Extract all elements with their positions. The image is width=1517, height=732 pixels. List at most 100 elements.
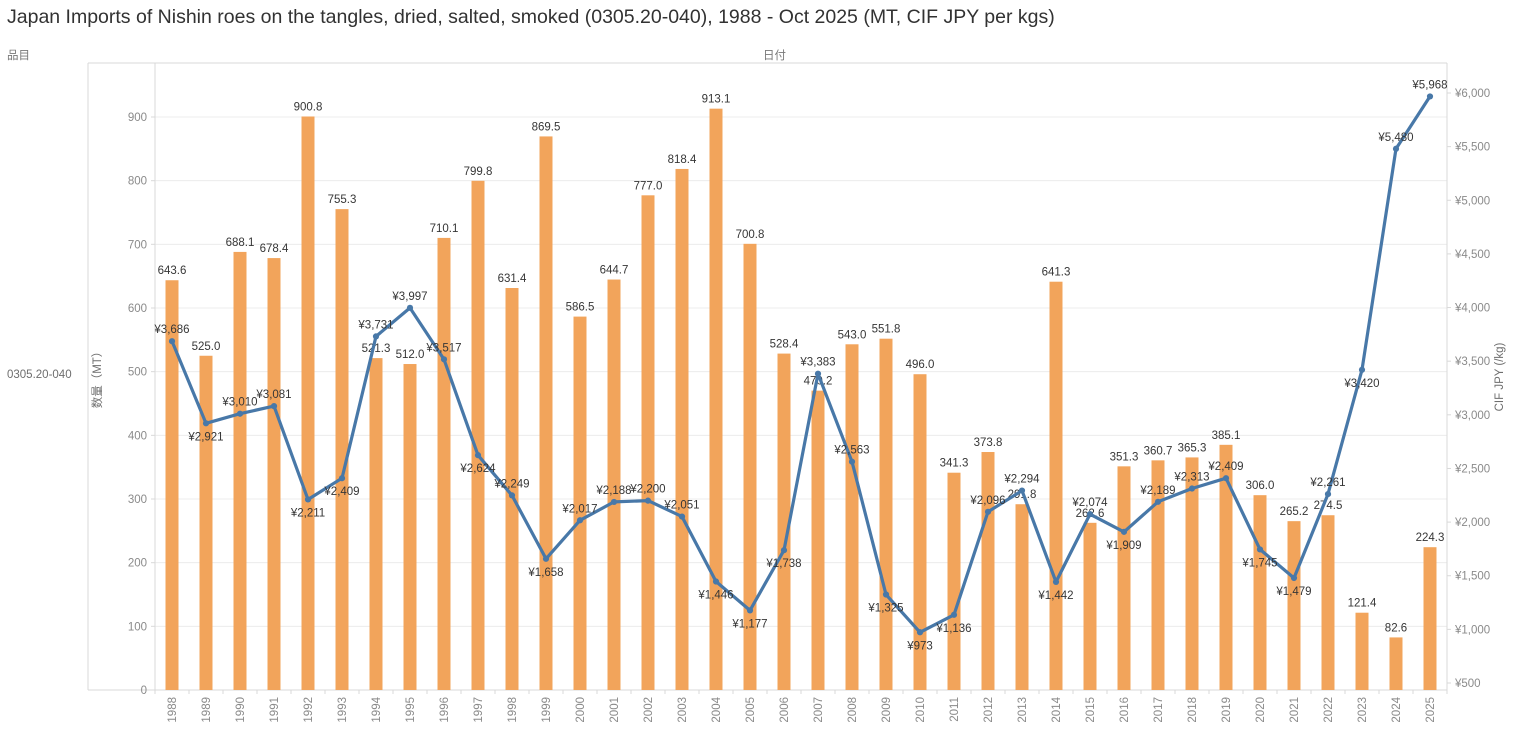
- point-2010[interactable]: [916, 629, 924, 636]
- bar-1996[interactable]: [437, 237, 451, 690]
- point-2018[interactable]: [1188, 485, 1196, 492]
- bar-1993[interactable]: [335, 209, 349, 690]
- bar-label-2010: 496.0: [906, 359, 935, 371]
- bar-2009[interactable]: [879, 338, 893, 690]
- bar-1989[interactable]: [199, 355, 213, 690]
- x-label-1989: 1989: [201, 697, 213, 723]
- bar-2006[interactable]: [777, 353, 791, 690]
- bar-2022[interactable]: [1321, 515, 1335, 690]
- bar-2021[interactable]: [1287, 521, 1301, 690]
- price-label-2000: ¥2,017: [561, 503, 597, 515]
- bar-2000[interactable]: [573, 316, 587, 690]
- bar-1999[interactable]: [539, 136, 553, 690]
- bar-1991[interactable]: [267, 258, 281, 690]
- price-label-2024: ¥5,480: [1377, 132, 1413, 144]
- point-1990[interactable]: [236, 410, 244, 417]
- bar-2020[interactable]: [1253, 495, 1267, 690]
- bar-2007[interactable]: [811, 390, 825, 690]
- point-2000[interactable]: [576, 517, 584, 524]
- x-label-2007: 2007: [813, 697, 825, 723]
- price-label-1995: ¥3,997: [391, 291, 427, 303]
- point-1991[interactable]: [270, 403, 278, 410]
- point-2020[interactable]: [1256, 546, 1264, 553]
- point-1998[interactable]: [508, 492, 516, 499]
- point-2007[interactable]: [814, 370, 822, 377]
- bar-label-2008: 543.0: [838, 329, 867, 341]
- bar-2024[interactable]: [1389, 637, 1403, 690]
- point-2014[interactable]: [1052, 578, 1060, 586]
- point-2002[interactable]: [644, 497, 652, 504]
- bar-2001[interactable]: [607, 279, 621, 690]
- point-2011[interactable]: [950, 611, 958, 618]
- point-1999[interactable]: [542, 555, 550, 562]
- left-tick-label-100: 100: [128, 621, 147, 633]
- bar-2016[interactable]: [1117, 466, 1131, 690]
- point-1997[interactable]: [474, 452, 482, 459]
- bar-2018[interactable]: [1185, 457, 1199, 690]
- point-2015[interactable]: [1086, 511, 1094, 518]
- point-2017[interactable]: [1154, 498, 1162, 505]
- point-1993[interactable]: [338, 475, 346, 482]
- left-tick-label-300: 300: [128, 494, 147, 506]
- right-tick-label-1500: ¥1,500: [1454, 571, 1490, 583]
- bar-2025[interactable]: [1423, 547, 1437, 690]
- bar-label-1990: 688.1: [226, 237, 255, 249]
- bar-label-2002: 777.0: [634, 180, 663, 192]
- point-1996[interactable]: [440, 356, 448, 363]
- bar-label-2017: 360.7: [1144, 445, 1173, 457]
- bar-1998[interactable]: [505, 288, 519, 690]
- bar-2005[interactable]: [743, 243, 757, 690]
- point-2021[interactable]: [1290, 574, 1298, 582]
- column-header-date: 日付: [763, 50, 786, 62]
- bar-1988[interactable]: [165, 280, 179, 690]
- bar-2011[interactable]: [947, 472, 961, 690]
- point-2009[interactable]: [882, 591, 890, 598]
- point-2023[interactable]: [1358, 366, 1366, 373]
- point-1988[interactable]: [168, 338, 176, 345]
- bar-2008[interactable]: [845, 344, 859, 690]
- bar-2002[interactable]: [641, 195, 655, 690]
- point-2016[interactable]: [1120, 528, 1128, 535]
- bar-2013[interactable]: [1015, 504, 1029, 690]
- bar-1997[interactable]: [471, 180, 485, 690]
- x-label-2014: 2014: [1051, 696, 1063, 722]
- bar-1992[interactable]: [301, 116, 315, 691]
- bar-1990[interactable]: [233, 251, 247, 690]
- point-2024[interactable]: [1392, 145, 1400, 152]
- point-2008[interactable]: [848, 458, 856, 465]
- bar-2017[interactable]: [1151, 460, 1165, 690]
- bar-label-1999: 869.5: [532, 121, 561, 133]
- bar-1995[interactable]: [403, 364, 417, 690]
- point-2005[interactable]: [746, 607, 754, 614]
- point-2012[interactable]: [984, 508, 992, 515]
- point-1995[interactable]: [406, 304, 414, 311]
- bar-2010[interactable]: [913, 374, 927, 690]
- bar-2019[interactable]: [1219, 444, 1233, 690]
- point-2003[interactable]: [678, 513, 686, 520]
- bar-2004[interactable]: [709, 108, 723, 690]
- point-1989[interactable]: [202, 420, 210, 427]
- point-2001[interactable]: [610, 498, 618, 506]
- point-1994[interactable]: [372, 333, 380, 340]
- price-label-2019: ¥2,409: [1207, 461, 1243, 473]
- bar-1994[interactable]: [369, 358, 383, 690]
- bar-2023[interactable]: [1355, 612, 1369, 690]
- point-2019[interactable]: [1222, 475, 1230, 482]
- point-2013[interactable]: [1018, 487, 1026, 494]
- point-1992[interactable]: [304, 496, 312, 503]
- right-tick-label-6000: ¥6,000: [1454, 88, 1490, 100]
- price-label-1989: ¥2,921: [187, 431, 223, 443]
- point-2004[interactable]: [712, 578, 720, 585]
- bar-label-2024: 82.6: [1385, 622, 1407, 634]
- point-2025[interactable]: [1426, 93, 1434, 100]
- bar-2003[interactable]: [675, 168, 689, 690]
- bar-2012[interactable]: [981, 452, 995, 690]
- point-2006[interactable]: [780, 547, 788, 554]
- x-label-2006: 2006: [779, 697, 791, 723]
- bar-label-2013: 291.8: [1008, 489, 1037, 501]
- point-2022[interactable]: [1324, 490, 1332, 498]
- bar-2015[interactable]: [1083, 522, 1097, 690]
- bar-2014[interactable]: [1049, 281, 1063, 690]
- x-label-2012: 2012: [983, 697, 995, 723]
